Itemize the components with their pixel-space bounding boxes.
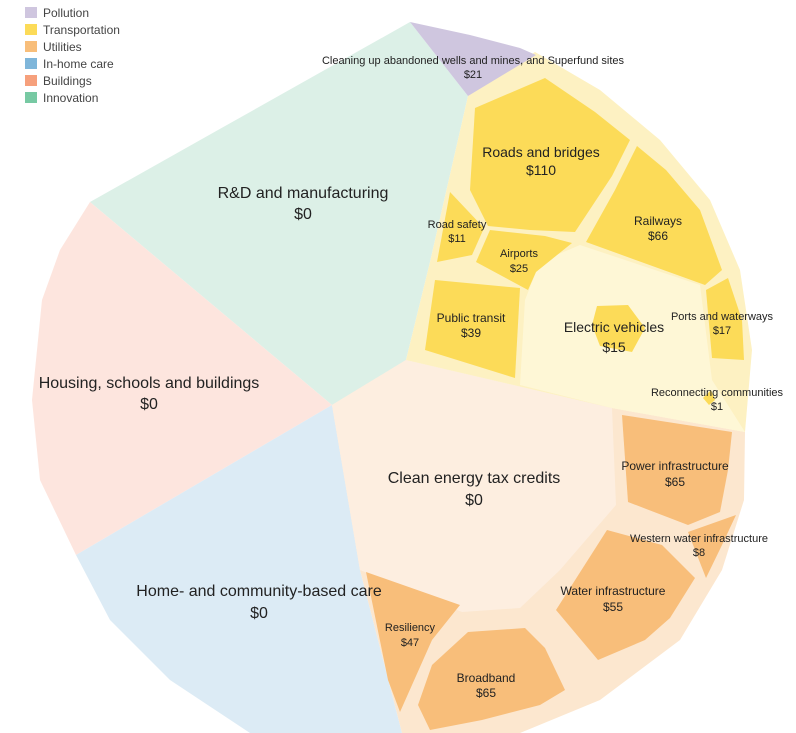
label-cleanup: Cleaning up abandoned wells and mines, a… xyxy=(322,55,625,67)
label-road-safety: Road safety xyxy=(428,219,487,231)
cell-airports xyxy=(476,230,572,290)
cell-buildings xyxy=(32,202,332,555)
legend-item-transportation: Transportation xyxy=(25,21,120,38)
value-broadband: $65 xyxy=(476,686,496,700)
cell-road-safety xyxy=(437,192,484,262)
value-roads: $110 xyxy=(526,162,556,178)
legend-label: Transportation xyxy=(43,22,120,37)
cell-broadband xyxy=(418,628,565,730)
legend-label: In-home care xyxy=(43,56,114,71)
value-rd-manufacturing: $0 xyxy=(294,206,312,223)
legend-swatch xyxy=(25,58,37,69)
cell-innovation xyxy=(90,22,468,405)
cell-power xyxy=(622,415,732,525)
value-power: $65 xyxy=(665,475,685,489)
cell-railways xyxy=(586,146,722,285)
cell-water xyxy=(556,530,695,660)
label-water: Water infrastructure xyxy=(561,584,666,598)
legend-swatch xyxy=(25,24,37,35)
value-water: $55 xyxy=(603,600,623,614)
label-airports: Airports xyxy=(500,248,538,260)
legend-swatch xyxy=(25,92,37,103)
value-road-safety: $11 xyxy=(448,233,466,245)
label-railways: Railways xyxy=(634,214,682,228)
label-housing: Housing, schools and buildings xyxy=(39,375,260,392)
label-power: Power infrastructure xyxy=(621,459,729,473)
cell-clean-energy xyxy=(332,360,616,612)
cell-care xyxy=(76,405,402,733)
value-resiliency: $47 xyxy=(401,637,419,649)
legend-item-in-home-care: In-home care xyxy=(25,55,120,72)
label-ports: Ports and waterways xyxy=(671,311,774,323)
value-ports: $17 xyxy=(713,325,731,337)
legend-swatch xyxy=(25,41,37,52)
label-clean-energy: Clean energy tax credits xyxy=(388,470,561,487)
label-broadband: Broadband xyxy=(457,671,516,685)
legend-label: Pollution xyxy=(43,5,90,20)
label-home-care: Home- and community-based care xyxy=(136,583,382,600)
cell-ev xyxy=(592,305,645,352)
legend-swatch xyxy=(25,7,37,18)
label-ev: Electric vehicles xyxy=(564,319,664,335)
cell-ports xyxy=(706,278,744,360)
value-railways: $66 xyxy=(648,229,668,243)
label-rd-manufacturing: R&D and manufacturing xyxy=(218,185,389,202)
cell-resiliency xyxy=(366,572,460,712)
value-housing: $0 xyxy=(140,396,158,413)
value-airports: $25 xyxy=(510,263,528,275)
chart-legend: Pollution Transportation Utilities In-home … xyxy=(25,4,120,106)
value-ev: $15 xyxy=(602,339,626,355)
label-western-water: Western water infrastructure xyxy=(630,533,768,545)
label-reconnect: Reconnecting communities xyxy=(651,387,784,399)
legend-item-buildings: Buildings xyxy=(25,72,120,89)
value-western-water: $8 xyxy=(693,547,705,559)
legend-label: Innovation xyxy=(43,90,99,105)
legend-item-pollution: Pollution xyxy=(25,4,120,21)
value-home-care: $0 xyxy=(250,605,268,622)
legend-label: Utilities xyxy=(43,39,82,54)
value-reconnect: $1 xyxy=(711,401,723,413)
cell-western-water xyxy=(688,515,736,578)
legend-swatch xyxy=(25,75,37,86)
value-clean-energy: $0 xyxy=(465,492,483,509)
cell-reconnect xyxy=(703,390,715,405)
cell-roads xyxy=(470,78,630,232)
label-transit: Public transit xyxy=(437,311,506,325)
label-roads: Roads and bridges xyxy=(482,144,600,160)
value-transit: $39 xyxy=(461,326,481,340)
legend-label: Buildings xyxy=(43,73,92,88)
cell-cleanup xyxy=(410,22,536,96)
cell-transit xyxy=(425,280,520,378)
label-resiliency: Resiliency xyxy=(385,622,436,634)
legend-item-utilities: Utilities xyxy=(25,38,120,55)
legend-item-innovation: Innovation xyxy=(25,89,120,106)
value-cleanup: $21 xyxy=(464,69,482,81)
